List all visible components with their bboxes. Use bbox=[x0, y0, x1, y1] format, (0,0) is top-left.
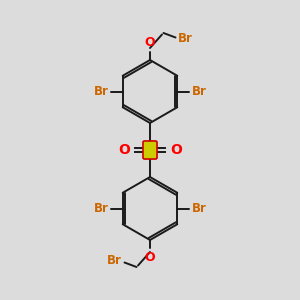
Text: O: O bbox=[170, 143, 182, 157]
Text: Br: Br bbox=[192, 202, 207, 215]
Text: S: S bbox=[145, 142, 155, 158]
Text: Br: Br bbox=[93, 85, 108, 98]
Text: Br: Br bbox=[178, 32, 193, 46]
Text: Br: Br bbox=[107, 254, 122, 268]
Text: O: O bbox=[145, 251, 155, 264]
Text: Br: Br bbox=[192, 85, 207, 98]
Text: Br: Br bbox=[93, 202, 108, 215]
Text: O: O bbox=[145, 36, 155, 49]
Text: O: O bbox=[118, 143, 130, 157]
